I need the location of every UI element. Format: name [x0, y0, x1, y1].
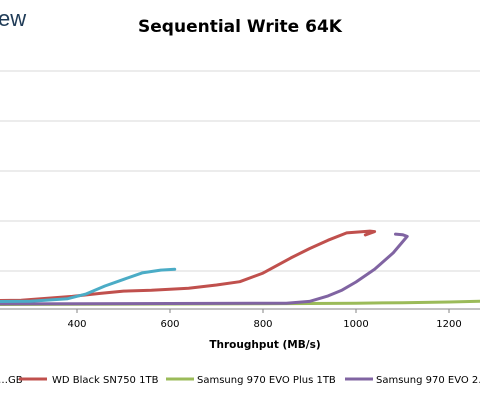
legend: …GB WD Black SN750 1TB Samsung 970 EVO Plu… [0, 375, 480, 386]
legend-label: Samsung 970 EVO Plus 1TB [197, 375, 336, 386]
x-tick-label: 1200 [436, 319, 461, 330]
series-line-4 [0, 267, 177, 304]
logo-fragment: ew [0, 6, 26, 31]
series-line-3 [0, 232, 409, 306]
x-tick-label: 400 [67, 319, 86, 330]
legend-label: WD Black SN750 1TB [52, 375, 159, 386]
legend-label: …GB [0, 375, 23, 386]
x-tick-label: 600 [160, 319, 179, 330]
x-tick-label: 1000 [343, 319, 368, 330]
x-tick-label: 800 [253, 319, 272, 330]
legend-label: Samsung 970 EVO 2… [376, 375, 480, 386]
x-tick-labels: 400 600 800 1000 1200 [67, 309, 462, 330]
chart-title: Sequential Write 64K [138, 17, 343, 37]
grid-lines [0, 70, 480, 272]
series-layer [0, 229, 480, 306]
series-line-1 [0, 229, 377, 302]
x-axis-label: Throughput (MB/s) [209, 339, 320, 351]
